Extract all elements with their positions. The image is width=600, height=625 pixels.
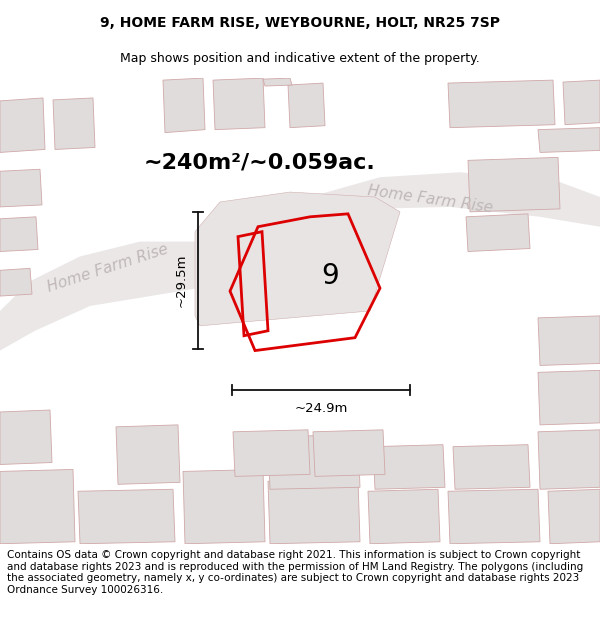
Polygon shape [0, 410, 52, 464]
Polygon shape [563, 80, 600, 125]
Polygon shape [268, 479, 360, 544]
Polygon shape [163, 78, 205, 132]
Polygon shape [268, 435, 360, 489]
Polygon shape [538, 316, 600, 366]
Polygon shape [53, 98, 95, 149]
Polygon shape [116, 425, 180, 484]
Polygon shape [213, 78, 265, 129]
Polygon shape [448, 80, 555, 128]
Polygon shape [0, 98, 45, 152]
Polygon shape [195, 192, 400, 326]
Polygon shape [183, 469, 265, 544]
Polygon shape [368, 489, 440, 544]
Polygon shape [0, 169, 42, 207]
Polygon shape [468, 158, 560, 212]
Text: Home Farm Rise: Home Farm Rise [46, 242, 170, 295]
Polygon shape [453, 444, 530, 489]
Polygon shape [373, 444, 445, 489]
Polygon shape [548, 489, 600, 544]
Polygon shape [288, 83, 325, 127]
Polygon shape [448, 489, 540, 544]
Polygon shape [78, 489, 175, 544]
Polygon shape [263, 78, 292, 86]
Text: 9, HOME FARM RISE, WEYBOURNE, HOLT, NR25 7SP: 9, HOME FARM RISE, WEYBOURNE, HOLT, NR25… [100, 16, 500, 31]
Text: Map shows position and indicative extent of the property.: Map shows position and indicative extent… [120, 52, 480, 65]
Text: Contains OS data © Crown copyright and database right 2021. This information is : Contains OS data © Crown copyright and d… [7, 550, 583, 595]
Text: ~29.5m: ~29.5m [175, 254, 187, 307]
Text: ~240m²/~0.059ac.: ~240m²/~0.059ac. [144, 152, 376, 173]
Text: 9: 9 [321, 262, 339, 290]
Text: ~24.9m: ~24.9m [295, 401, 347, 414]
Polygon shape [538, 430, 600, 489]
Polygon shape [0, 268, 32, 296]
Polygon shape [538, 127, 600, 152]
Polygon shape [466, 214, 530, 251]
Polygon shape [0, 242, 260, 351]
Polygon shape [233, 430, 310, 476]
Polygon shape [313, 430, 385, 476]
Polygon shape [538, 371, 600, 425]
Polygon shape [0, 217, 38, 251]
Text: Home Farm Rise: Home Farm Rise [367, 182, 494, 215]
Polygon shape [260, 173, 600, 251]
Polygon shape [0, 469, 75, 544]
